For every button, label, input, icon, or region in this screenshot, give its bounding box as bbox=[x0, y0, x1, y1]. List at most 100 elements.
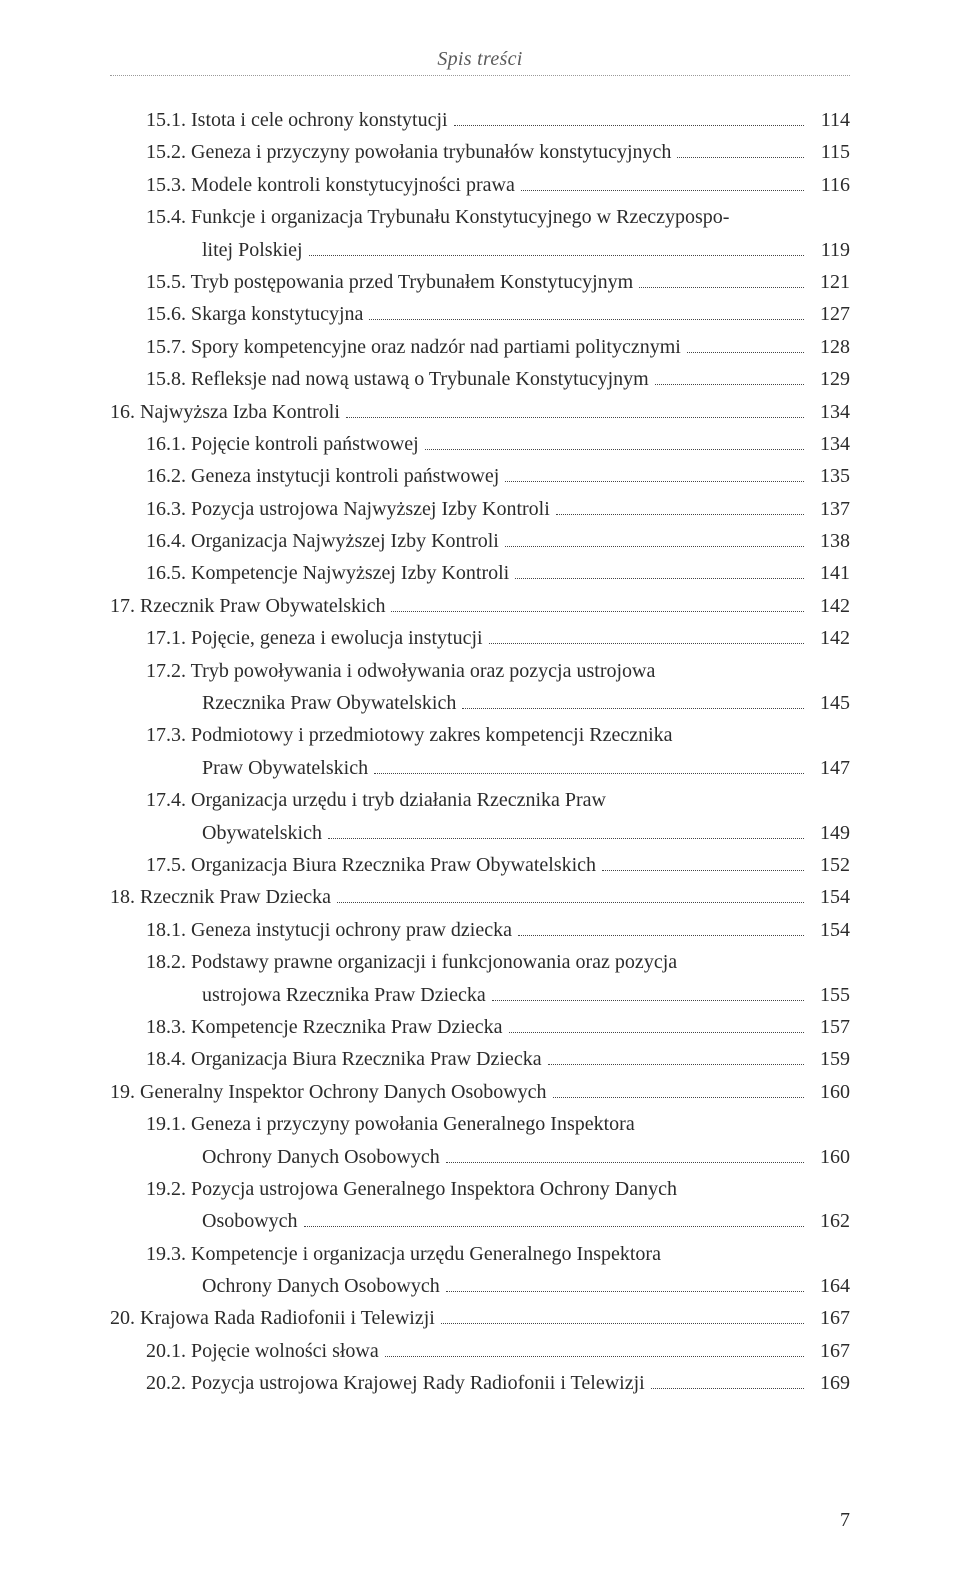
toc-leader-dots bbox=[505, 528, 804, 547]
toc-entry: 18.4. Organizacja Biura Rzecznika Praw D… bbox=[110, 1043, 850, 1075]
toc-entry-page: 147 bbox=[810, 752, 850, 784]
toc-entry: 16.1. Pojęcie kontroli państwowej134 bbox=[110, 428, 850, 460]
toc-entry-page: 160 bbox=[810, 1076, 850, 1108]
toc-entry-continuation: ustrojowa Rzecznika Praw Dziecka 155 bbox=[110, 979, 850, 1011]
toc-leader-dots bbox=[391, 593, 804, 612]
toc-leader-dots bbox=[687, 334, 804, 353]
toc-entry-label: 20. Krajowa Rada Radiofonii i Telewizji bbox=[110, 1302, 435, 1334]
toc-entry-label: 17.3. Podmiotowy i przedmiotowy zakres k… bbox=[146, 719, 673, 751]
toc-entry-label: 19.2. Pozycja ustrojowa Generalnego Insp… bbox=[146, 1173, 677, 1205]
toc-entry-label: Osobowych bbox=[202, 1205, 298, 1237]
toc-entry-page: 114 bbox=[810, 104, 850, 136]
toc-entry-continuation: Osobowych162 bbox=[110, 1205, 850, 1237]
toc-entry: 15.2. Geneza i przyczyny powołania trybu… bbox=[110, 136, 850, 168]
toc-entry: 20.1. Pojęcie wolności słowa 167 bbox=[110, 1335, 850, 1367]
toc-entry-label: 15.7. Spory kompetencyjne oraz nadzór na… bbox=[146, 331, 681, 363]
toc-leader-dots bbox=[304, 1208, 804, 1227]
toc-entry-label: 17.1. Pojęcie, geneza i ewolucja instytu… bbox=[146, 622, 483, 654]
toc-entry: 16.5. Kompetencje Najwyższej Izby Kontro… bbox=[110, 557, 850, 589]
toc-entry-label: Praw Obywatelskich bbox=[202, 752, 368, 784]
toc-entry: 15.8. Refleksje nad nową ustawą o Trybun… bbox=[110, 363, 850, 395]
toc-leader-dots bbox=[655, 366, 804, 385]
toc-entry-label: 16.3. Pozycja ustrojowa Najwyższej Izby … bbox=[146, 493, 550, 525]
toc-entry-page: 154 bbox=[810, 881, 850, 913]
toc-entry-label: ustrojowa Rzecznika Praw Dziecka bbox=[202, 979, 486, 1011]
toc-entry-label: Ochrony Danych Osobowych bbox=[202, 1141, 440, 1173]
toc-leader-dots bbox=[639, 269, 804, 288]
toc-entry: 20. Krajowa Rada Radiofonii i Telewizji1… bbox=[110, 1302, 850, 1334]
toc-leader-dots bbox=[441, 1305, 804, 1324]
toc-entry: 17.2. Tryb powoływania i odwoływania ora… bbox=[110, 655, 850, 687]
page-number: 7 bbox=[840, 1509, 850, 1532]
toc-entry: 18.1. Geneza instytucji ochrony praw dzi… bbox=[110, 914, 850, 946]
toc-entry-page: 142 bbox=[810, 590, 850, 622]
toc-entry-label: 16.4. Organizacja Najwyższej Izby Kontro… bbox=[146, 525, 499, 557]
toc-entry-label: 20.1. Pojęcie wolności słowa bbox=[146, 1335, 379, 1367]
toc-leader-dots bbox=[337, 884, 804, 903]
toc-entry: 19. Generalny Inspektor Ochrony Danych O… bbox=[110, 1076, 850, 1108]
toc-entry-continuation: Ochrony Danych Osobowych 160 bbox=[110, 1141, 850, 1173]
toc-entry-page: 142 bbox=[810, 622, 850, 654]
toc-entry-page: 160 bbox=[810, 1141, 850, 1173]
toc-entry-label: 15.5. Tryb postępowania przed Trybunałem… bbox=[146, 266, 633, 298]
toc-entry-page: 152 bbox=[810, 849, 850, 881]
toc-entry: 17.4. Organizacja urzędu i tryb działani… bbox=[110, 784, 850, 816]
toc-entry-label: 20.2. Pozycja ustrojowa Krajowej Rady Ra… bbox=[146, 1367, 645, 1399]
toc-leader-dots bbox=[509, 1014, 804, 1033]
toc-entry-page: 167 bbox=[810, 1335, 850, 1367]
toc-leader-dots bbox=[374, 755, 804, 774]
toc-entry: 19.2. Pozycja ustrojowa Generalnego Insp… bbox=[110, 1173, 850, 1205]
toc-entry-label: 18.1. Geneza instytucji ochrony praw dzi… bbox=[146, 914, 512, 946]
toc-entry-page: 145 bbox=[810, 687, 850, 719]
toc-entry-continuation: Rzecznika Praw Obywatelskich 145 bbox=[110, 687, 850, 719]
toc-entry: 18.3. Kompetencje Rzecznika Praw Dziecka… bbox=[110, 1011, 850, 1043]
toc-entry: 15.4. Funkcje i organizacja Trybunału Ko… bbox=[110, 201, 850, 233]
toc-entry-label: 15.3. Modele kontroli konstytucyjności p… bbox=[146, 169, 515, 201]
toc-leader-dots bbox=[548, 1046, 804, 1065]
toc-entry-page: 127 bbox=[810, 298, 850, 330]
toc-entry: 16.2. Geneza instytucji kontroli państwo… bbox=[110, 460, 850, 492]
toc-leader-dots bbox=[462, 690, 804, 709]
toc-leader-dots bbox=[309, 237, 804, 256]
toc-entry-label: 17. Rzecznik Praw Obywatelskich bbox=[110, 590, 385, 622]
toc-entry-continuation: Obywatelskich149 bbox=[110, 817, 850, 849]
toc-entry-page: 121 bbox=[810, 266, 850, 298]
toc-entry-label: 17.2. Tryb powoływania i odwoływania ora… bbox=[146, 655, 655, 687]
toc-entry-label: 15.1. Istota i cele ochrony konstytucji bbox=[146, 104, 448, 136]
toc-entry: 20.2. Pozycja ustrojowa Krajowej Rady Ra… bbox=[110, 1367, 850, 1399]
toc-leader-dots bbox=[446, 1144, 804, 1163]
toc-leader-dots bbox=[677, 139, 804, 158]
toc-entry-label: 18.3. Kompetencje Rzecznika Praw Dziecka bbox=[146, 1011, 503, 1043]
toc-entry-label: 16.5. Kompetencje Najwyższej Izby Kontro… bbox=[146, 557, 509, 589]
toc-leader-dots bbox=[651, 1370, 804, 1389]
toc-entry-page: 155 bbox=[810, 979, 850, 1011]
page: Spis treści 15.1. Istota i cele ochrony … bbox=[0, 0, 960, 1584]
toc-leader-dots bbox=[518, 917, 804, 936]
toc-entry: 16.3. Pozycja ustrojowa Najwyższej Izby … bbox=[110, 493, 850, 525]
toc-entry-label: 15.6. Skarga konstytucyjna bbox=[146, 298, 363, 330]
toc-entry-page: 135 bbox=[810, 460, 850, 492]
toc-entry-label: 18. Rzecznik Praw Dziecka bbox=[110, 881, 331, 913]
toc-entry: 15.7. Spory kompetencyjne oraz nadzór na… bbox=[110, 331, 850, 363]
toc-entry-label: 17.5. Organizacja Biura Rzecznika Praw O… bbox=[146, 849, 596, 881]
toc-entry: 15.3. Modele kontroli konstytucyjności p… bbox=[110, 169, 850, 201]
table-of-contents: 15.1. Istota i cele ochrony konstytucji1… bbox=[110, 104, 850, 1400]
toc-entry: 17.5. Organizacja Biura Rzecznika Praw O… bbox=[110, 849, 850, 881]
toc-entry-page: 128 bbox=[810, 331, 850, 363]
toc-entry-label: 17.4. Organizacja urzędu i tryb działani… bbox=[146, 784, 606, 816]
toc-leader-dots bbox=[489, 625, 804, 644]
toc-leader-dots bbox=[556, 496, 804, 515]
toc-entry-page: 134 bbox=[810, 396, 850, 428]
toc-entry-page: 134 bbox=[810, 428, 850, 460]
toc-entry-label: Rzecznika Praw Obywatelskich bbox=[202, 687, 456, 719]
toc-entry-label: 16.2. Geneza instytucji kontroli państwo… bbox=[146, 460, 499, 492]
toc-entry: 19.3. Kompetencje i organizacja urzędu G… bbox=[110, 1238, 850, 1270]
toc-entry: 17. Rzecznik Praw Obywatelskich 142 bbox=[110, 590, 850, 622]
toc-entry: 17.3. Podmiotowy i przedmiotowy zakres k… bbox=[110, 719, 850, 751]
toc-entry-page: 159 bbox=[810, 1043, 850, 1075]
toc-entry: 18. Rzecznik Praw Dziecka 154 bbox=[110, 881, 850, 913]
toc-leader-dots bbox=[602, 852, 804, 871]
toc-leader-dots bbox=[454, 107, 804, 126]
toc-leader-dots bbox=[425, 431, 804, 450]
toc-entry-label: litej Polskiej bbox=[202, 234, 303, 266]
